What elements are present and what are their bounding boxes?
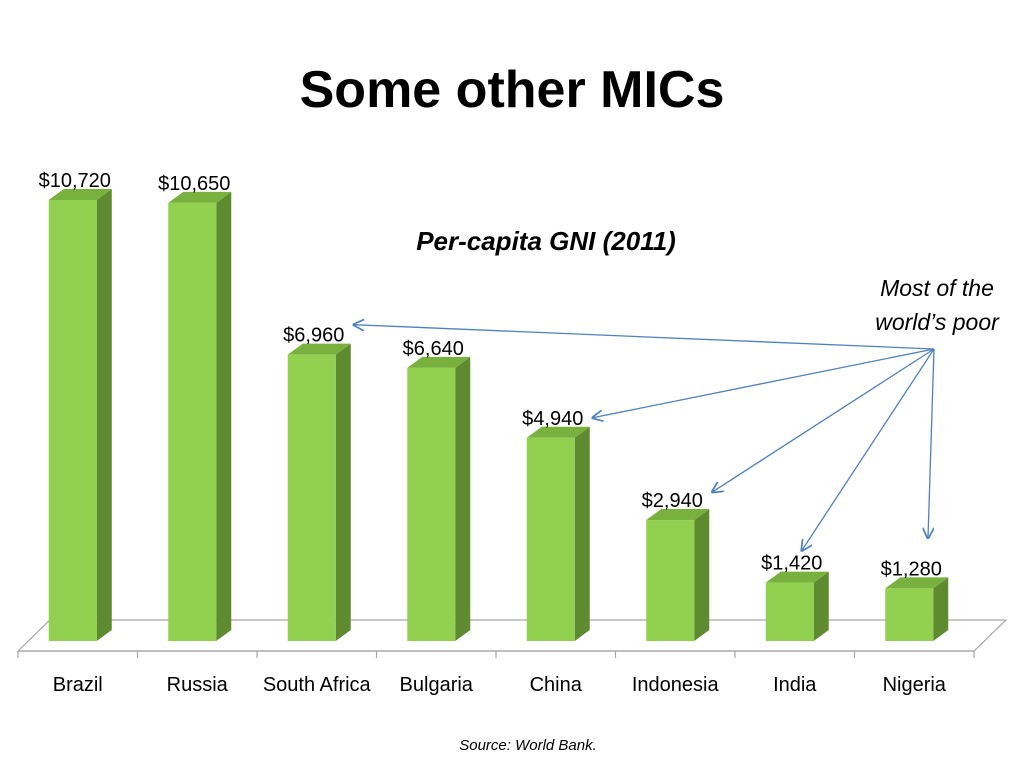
bar	[287, 343, 351, 641]
category-label: Russia	[167, 674, 229, 696]
bar	[885, 577, 949, 641]
bar-top	[526, 426, 590, 438]
chart-value-labels: $10,720 $10,650 $6,960 $6,640 $4,940 $2,940 $1…	[39, 170, 942, 580]
category-label: Brazil	[53, 674, 103, 696]
chart-bars	[48, 189, 949, 641]
bar	[646, 509, 710, 641]
data-label: $10,650	[158, 173, 230, 195]
bar-side	[455, 356, 471, 641]
bar	[526, 426, 590, 641]
bar	[168, 191, 232, 641]
annotation-arrow	[712, 348, 935, 492]
category-label: Bulgaria	[400, 674, 474, 696]
slide-title: Some other MICs	[299, 61, 725, 119]
data-label: $6,640	[403, 338, 464, 360]
bar-side	[335, 343, 351, 641]
bar	[765, 571, 829, 641]
source-note: Source: World Bank.	[459, 737, 597, 754]
bar-side	[933, 577, 949, 641]
bar-side	[813, 571, 829, 641]
data-label: $1,420	[761, 553, 822, 575]
bar-top	[287, 343, 351, 355]
bar-side	[96, 189, 112, 641]
data-label: $10,720	[39, 170, 111, 192]
bar-front	[48, 200, 97, 641]
data-label: $2,940	[642, 490, 703, 512]
bar-top	[885, 577, 949, 589]
chart-floor	[16, 619, 1008, 652]
annotation-arrow	[802, 348, 935, 551]
bar	[48, 189, 112, 641]
category-label: India	[773, 674, 817, 696]
bar-top	[765, 571, 829, 583]
bar-front	[407, 367, 456, 641]
bar-top	[168, 191, 232, 203]
data-label: $1,280	[881, 558, 942, 580]
bar-top	[646, 509, 710, 521]
category-label: South Africa	[263, 674, 372, 696]
data-label: $4,940	[522, 408, 583, 430]
category-label: Indonesia	[632, 674, 720, 696]
annotation-arrow	[354, 325, 935, 350]
chart-category-axis: Brazil Russia South Africa Bulgaria China Ind…	[17, 651, 975, 696]
category-label: China	[530, 674, 583, 696]
bar-front	[885, 588, 934, 641]
bar-side	[216, 191, 232, 641]
category-label: Nigeria	[883, 674, 947, 696]
bar-front	[287, 354, 336, 641]
bar-front	[168, 202, 217, 641]
data-label: $6,960	[283, 325, 344, 347]
annotation-arrow	[928, 348, 935, 538]
floor-outline	[16, 619, 1008, 652]
bar-front	[526, 437, 575, 641]
annotation-arrow	[593, 348, 935, 418]
bar-top	[407, 356, 471, 368]
annotation-line-1: Most of the	[880, 275, 994, 301]
chart-subtitle: Per-capita GNI (2011)	[416, 226, 676, 256]
annotation-line-2: world’s poor	[875, 309, 1000, 335]
bar-side	[574, 426, 590, 641]
bar-front	[646, 520, 695, 641]
bar-front	[765, 582, 814, 641]
bar	[407, 356, 471, 641]
annotation-arrows	[354, 325, 935, 551]
bar-side	[694, 509, 710, 641]
bar-top	[48, 189, 112, 200]
